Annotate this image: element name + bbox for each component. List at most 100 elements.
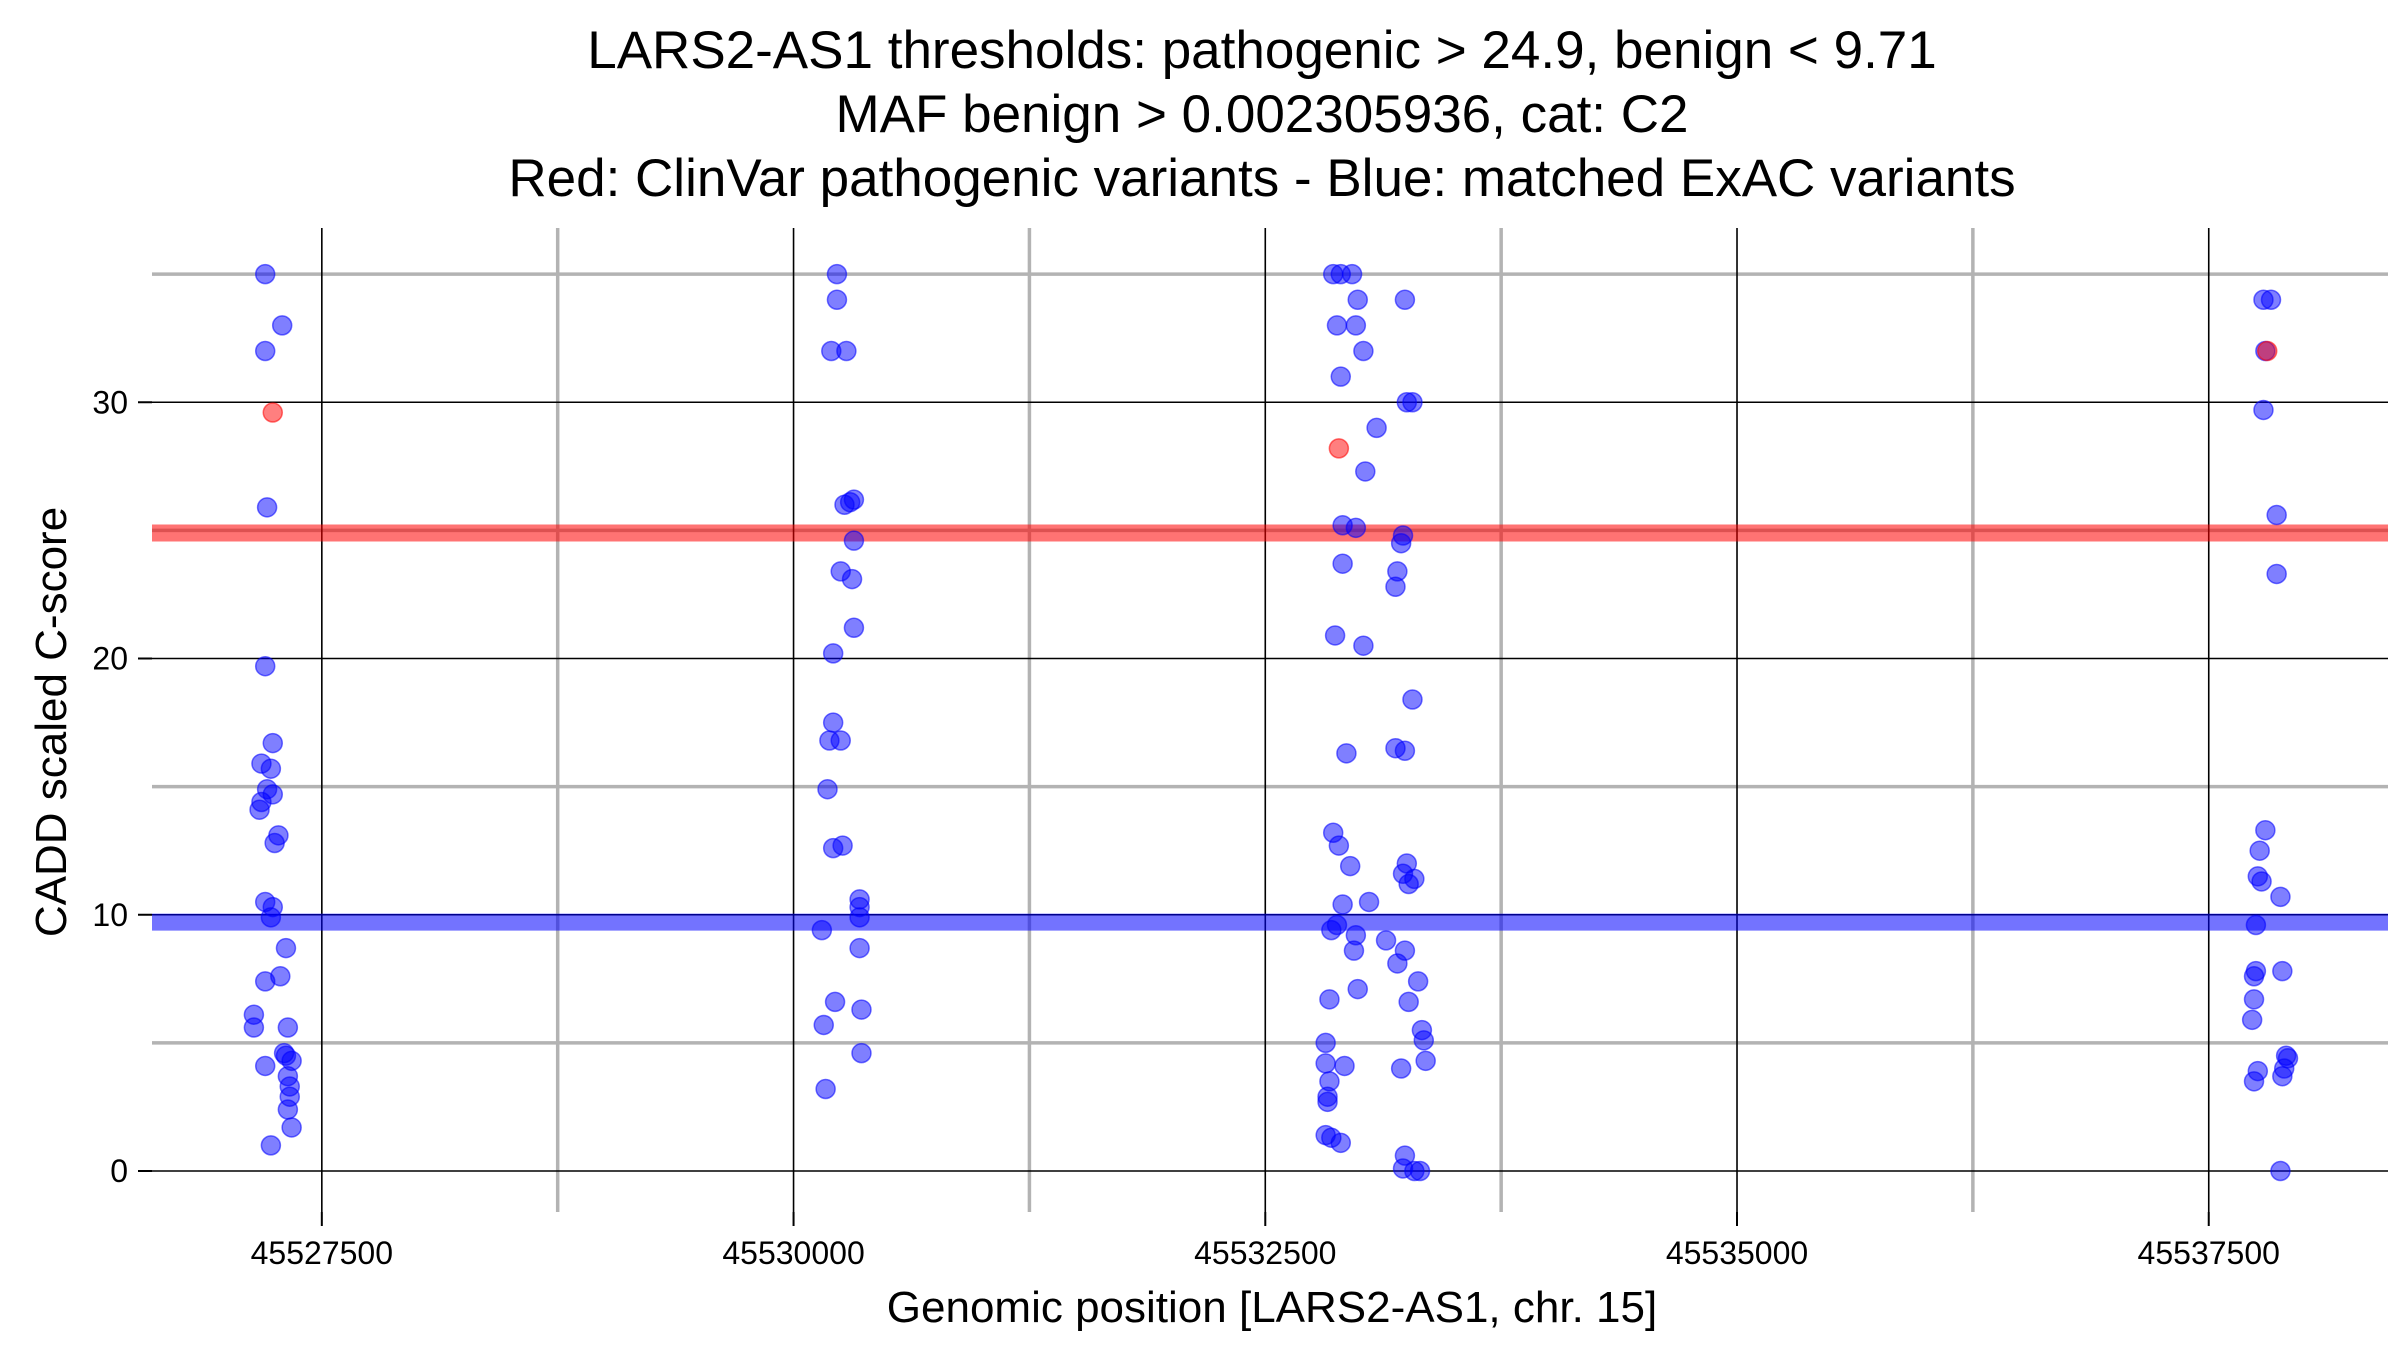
pathogenic-variant-point xyxy=(262,402,284,423)
benign-variant-point xyxy=(1339,855,1361,877)
benign-variant-point xyxy=(1353,340,1374,362)
benign-variant-point xyxy=(832,835,853,856)
x-tick-label: 45537500 xyxy=(2138,1235,2280,1271)
benign-variant-point xyxy=(1324,625,1346,646)
benign-variant-point xyxy=(826,263,848,285)
y-tick-label: 30 xyxy=(92,384,128,420)
chart-title: LARS2-AS1 thresholds: pathogenic > 24.9,… xyxy=(508,21,2015,208)
benign-variant-point xyxy=(1336,743,1357,764)
benign-variant-point xyxy=(2245,914,2267,936)
x-tick-label: 45527500 xyxy=(251,1235,393,1271)
title-line-1: LARS2-AS1 thresholds: pathogenic > 24.9,… xyxy=(587,21,1937,80)
y-tick-label: 10 xyxy=(92,897,128,933)
benign-variant-point xyxy=(1317,1091,1338,1113)
benign-variant-point xyxy=(264,832,285,854)
benign-variant-point xyxy=(2266,563,2287,585)
benign-variant-point xyxy=(1353,635,1374,656)
benign-variant-point xyxy=(1375,930,1397,951)
benign-variant-point xyxy=(1402,392,1423,413)
benign-variant-point xyxy=(281,1117,302,1138)
benign-variant-point xyxy=(1330,366,1352,387)
benign-variant-point xyxy=(2243,989,2265,1010)
benign-variant-point xyxy=(1358,891,1380,913)
benign-variant-point xyxy=(843,530,865,551)
threshold-lines xyxy=(152,524,2388,931)
major-gridlines xyxy=(152,228,2388,1212)
y-tick-label: 0 xyxy=(110,1153,128,1189)
benign-variant-point xyxy=(1347,289,1368,310)
benign-variant-point xyxy=(277,1017,299,1038)
benign-variant-point xyxy=(1341,263,1363,285)
benign-variant-point xyxy=(1390,1058,1412,1079)
benign-variant-point xyxy=(2272,1065,2293,1087)
benign-variant-point xyxy=(2251,871,2272,892)
x-axis: 45527500 45530000 45532500 45535000 45537500 xyxy=(251,1212,2280,1271)
y-axis: 0 10 20 30 xyxy=(92,384,152,1189)
minor-gridlines xyxy=(152,228,2388,1212)
benign-variant-point xyxy=(1387,953,1408,974)
data-points xyxy=(243,263,2299,1182)
benign-variant-point xyxy=(1315,1032,1336,1054)
benign-variant-point xyxy=(1355,461,1376,482)
benign-variant-point xyxy=(2260,289,2282,310)
benign-variant-point xyxy=(2270,1160,2291,1182)
benign-variant-point xyxy=(1407,971,1429,992)
benign-variant-point xyxy=(254,340,276,362)
benign-variant-point xyxy=(2243,1071,2265,1092)
benign-variant-point xyxy=(254,971,276,992)
benign-variant-point xyxy=(849,907,870,928)
benign-variant-point xyxy=(260,1135,282,1156)
benign-variant-point xyxy=(1415,1050,1436,1072)
x-tick-label: 45532500 xyxy=(1194,1235,1336,1271)
benign-variant-point xyxy=(2272,960,2293,982)
benign-variant-point xyxy=(254,655,276,677)
benign-variant-point xyxy=(1343,940,1365,961)
benign-variant-point xyxy=(1345,517,1367,539)
benign-variant-point xyxy=(1366,417,1387,439)
x-axis-title: Genomic position [LARS2-AS1, chr. 15] xyxy=(887,1283,1657,1332)
benign-variant-point xyxy=(2249,840,2270,861)
benign-variant-point xyxy=(1394,289,1416,310)
benign-variant-point xyxy=(824,991,846,1013)
benign-variant-point xyxy=(851,1042,872,1064)
benign-variant-point xyxy=(1385,576,1406,597)
benign-variant-point xyxy=(2241,1009,2263,1031)
benign-variant-point xyxy=(256,497,278,518)
benign-variant-point xyxy=(1402,689,1423,710)
benign-variant-point xyxy=(813,1014,834,1036)
benign-variant-point xyxy=(836,340,857,362)
benign-variant-point xyxy=(1390,532,1412,554)
title-line-3: Red: ClinVar pathogenic variants - Blue:… xyxy=(508,149,2015,208)
benign-variant-point xyxy=(2243,966,2265,987)
benign-variant-point xyxy=(271,315,293,336)
benign-variant-point xyxy=(1330,1132,1352,1154)
benign-variant-point xyxy=(2255,819,2276,841)
benign-variant-point xyxy=(249,799,270,820)
benign-variant-point xyxy=(1398,991,1419,1013)
y-tick-label: 20 xyxy=(92,641,128,677)
benign-variant-point xyxy=(275,937,297,959)
benign-variant-point xyxy=(1413,1030,1435,1051)
benign-variant-point xyxy=(2253,399,2274,421)
benign-variant-point xyxy=(822,643,844,664)
benign-variant-point xyxy=(830,730,851,751)
benign-variant-point xyxy=(843,617,865,638)
benign-variant-point xyxy=(1319,989,1340,1010)
benign-variant-point xyxy=(2266,504,2287,526)
title-line-2: MAF benign > 0.002305936, cat: C2 xyxy=(836,85,1689,144)
benign-variant-point xyxy=(277,1099,299,1120)
benign-variant-point xyxy=(254,1055,276,1077)
benign-variant-point xyxy=(1326,914,1348,936)
benign-variant-point xyxy=(826,289,848,310)
benign-variant-point xyxy=(817,778,838,800)
benign-variant-point xyxy=(822,712,844,733)
benign-variant-point xyxy=(1409,1160,1431,1182)
benign-variant-point xyxy=(1328,835,1350,856)
benign-variant-point xyxy=(1332,553,1353,574)
y-axis-title: CADD scaled C-score xyxy=(27,507,76,937)
benign-variant-point xyxy=(2270,886,2291,908)
benign-variant-point xyxy=(815,1078,836,1100)
benign-variant-point xyxy=(1398,873,1419,895)
